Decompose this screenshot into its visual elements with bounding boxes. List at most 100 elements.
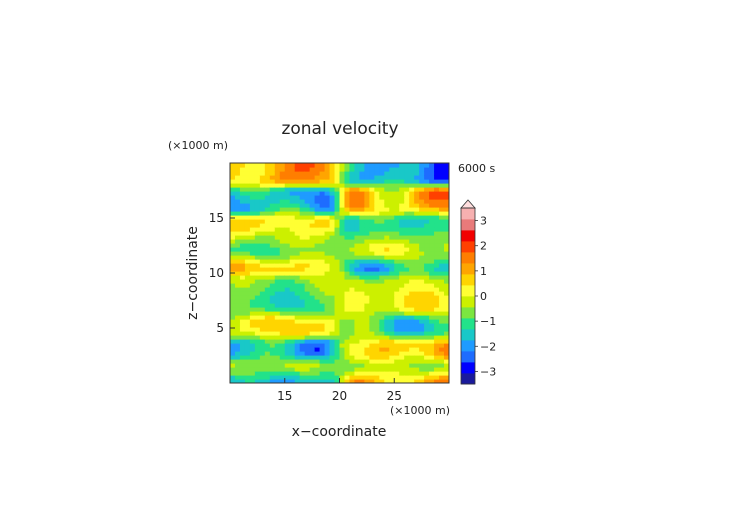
heatmap-cell bbox=[324, 287, 331, 292]
heatmap-cell bbox=[384, 275, 390, 280]
heatmap-cell bbox=[374, 355, 380, 360]
heatmap-cell bbox=[284, 255, 291, 260]
heatmap-cell bbox=[269, 331, 276, 336]
heatmap-cell bbox=[434, 275, 440, 280]
heatmap-cell bbox=[354, 343, 361, 348]
heatmap-cell bbox=[424, 327, 430, 332]
heatmap-cell bbox=[284, 199, 291, 204]
heatmap-cell bbox=[424, 259, 430, 264]
heatmap-cell bbox=[234, 267, 241, 272]
heatmap-cell bbox=[334, 219, 341, 224]
heatmap-cell bbox=[434, 315, 440, 320]
heatmap-cell bbox=[359, 163, 365, 168]
heatmap-cell bbox=[289, 339, 296, 344]
heatmap-cell bbox=[284, 267, 291, 272]
heatmap-cell bbox=[239, 379, 246, 383]
heatmap-cell bbox=[309, 199, 316, 204]
heatmap-cell bbox=[369, 207, 375, 212]
heatmap-cell bbox=[284, 347, 291, 352]
heatmap-cell bbox=[304, 287, 311, 292]
heatmap-cell bbox=[234, 367, 241, 372]
heatmap-cell bbox=[269, 243, 276, 248]
heatmap-cell bbox=[379, 255, 385, 260]
heatmap-cell bbox=[404, 215, 410, 220]
heatmap-cell bbox=[394, 183, 400, 188]
heatmap-cell bbox=[329, 323, 336, 328]
heatmap-cell bbox=[314, 207, 321, 212]
heatmap-cell bbox=[359, 315, 365, 320]
heatmap-cell bbox=[299, 323, 306, 328]
heatmap-cell bbox=[279, 351, 286, 356]
heatmap-cell bbox=[314, 339, 321, 344]
heatmap-cell bbox=[329, 199, 336, 204]
heatmap-cell bbox=[299, 339, 306, 344]
heatmap-cell bbox=[414, 199, 420, 204]
heatmap-cell bbox=[279, 311, 286, 316]
heatmap-cell bbox=[384, 363, 390, 368]
heatmap-cell bbox=[364, 347, 370, 352]
heatmap-cell bbox=[269, 163, 276, 168]
heatmap-cell bbox=[230, 331, 236, 336]
heatmap-cell bbox=[394, 295, 400, 300]
heatmap-cell bbox=[419, 355, 425, 360]
heatmap-cell bbox=[359, 379, 365, 383]
heatmap-cell bbox=[379, 299, 385, 304]
heatmap-cell bbox=[309, 275, 316, 280]
heatmap-cell bbox=[279, 363, 286, 368]
heatmap-cell bbox=[289, 315, 296, 320]
heatmap-cell bbox=[374, 167, 380, 172]
heatmap-cell bbox=[424, 163, 430, 168]
heatmap-cell bbox=[399, 299, 405, 304]
heatmap-cell bbox=[334, 295, 341, 300]
heatmap-cell bbox=[434, 171, 440, 176]
heatmap-cell bbox=[314, 379, 321, 383]
heatmap-cell bbox=[414, 367, 420, 372]
heatmap-cell bbox=[259, 167, 266, 172]
heatmap-cell bbox=[329, 287, 336, 292]
heatmap-cell bbox=[319, 323, 326, 328]
heatmap-cell bbox=[384, 303, 390, 308]
heatmap-cell bbox=[319, 255, 326, 260]
heatmap-cell bbox=[304, 371, 311, 376]
heatmap-cell bbox=[419, 279, 425, 284]
heatmap-cell bbox=[394, 287, 400, 292]
heatmap-cell bbox=[444, 223, 449, 228]
heatmap-cell bbox=[289, 171, 296, 176]
heatmap-cell bbox=[299, 167, 306, 172]
heatmap-cell bbox=[334, 291, 341, 296]
heatmap-cell bbox=[364, 167, 370, 172]
heatmap-cell bbox=[304, 271, 311, 276]
heatmap-cell bbox=[419, 263, 425, 268]
heatmap-cell bbox=[284, 167, 291, 172]
heatmap-cell bbox=[409, 371, 415, 376]
heatmap-cell bbox=[419, 191, 425, 196]
heatmap-cell bbox=[299, 347, 306, 352]
heatmap-cell bbox=[444, 259, 449, 264]
heatmap-cell bbox=[269, 251, 276, 256]
heatmap-cell bbox=[334, 231, 341, 236]
heatmap-cell bbox=[339, 167, 346, 172]
heatmap-cell bbox=[269, 283, 276, 288]
heatmap-cell bbox=[404, 327, 410, 332]
heatmap-cell bbox=[389, 275, 395, 280]
heatmap-cell bbox=[244, 263, 251, 268]
heatmap-cell bbox=[334, 323, 341, 328]
heatmap-cell bbox=[344, 203, 351, 208]
heatmap-cell bbox=[324, 323, 331, 328]
heatmap-cell bbox=[230, 279, 236, 284]
heatmap-cell bbox=[369, 327, 375, 332]
heatmap-cell bbox=[339, 211, 346, 216]
heatmap-cell bbox=[249, 187, 256, 192]
heatmap-cell bbox=[289, 263, 296, 268]
heatmap-cell bbox=[429, 363, 435, 368]
heatmap-cell bbox=[374, 343, 380, 348]
heatmap-cell bbox=[359, 167, 365, 172]
heatmap-cell bbox=[319, 287, 326, 292]
heatmap-cell bbox=[334, 315, 341, 320]
heatmap-cell bbox=[284, 195, 291, 200]
heatmap-cell bbox=[244, 343, 251, 348]
heatmap-cell bbox=[314, 307, 321, 312]
heatmap-cell bbox=[279, 175, 286, 180]
heatmap-cell bbox=[399, 247, 405, 252]
